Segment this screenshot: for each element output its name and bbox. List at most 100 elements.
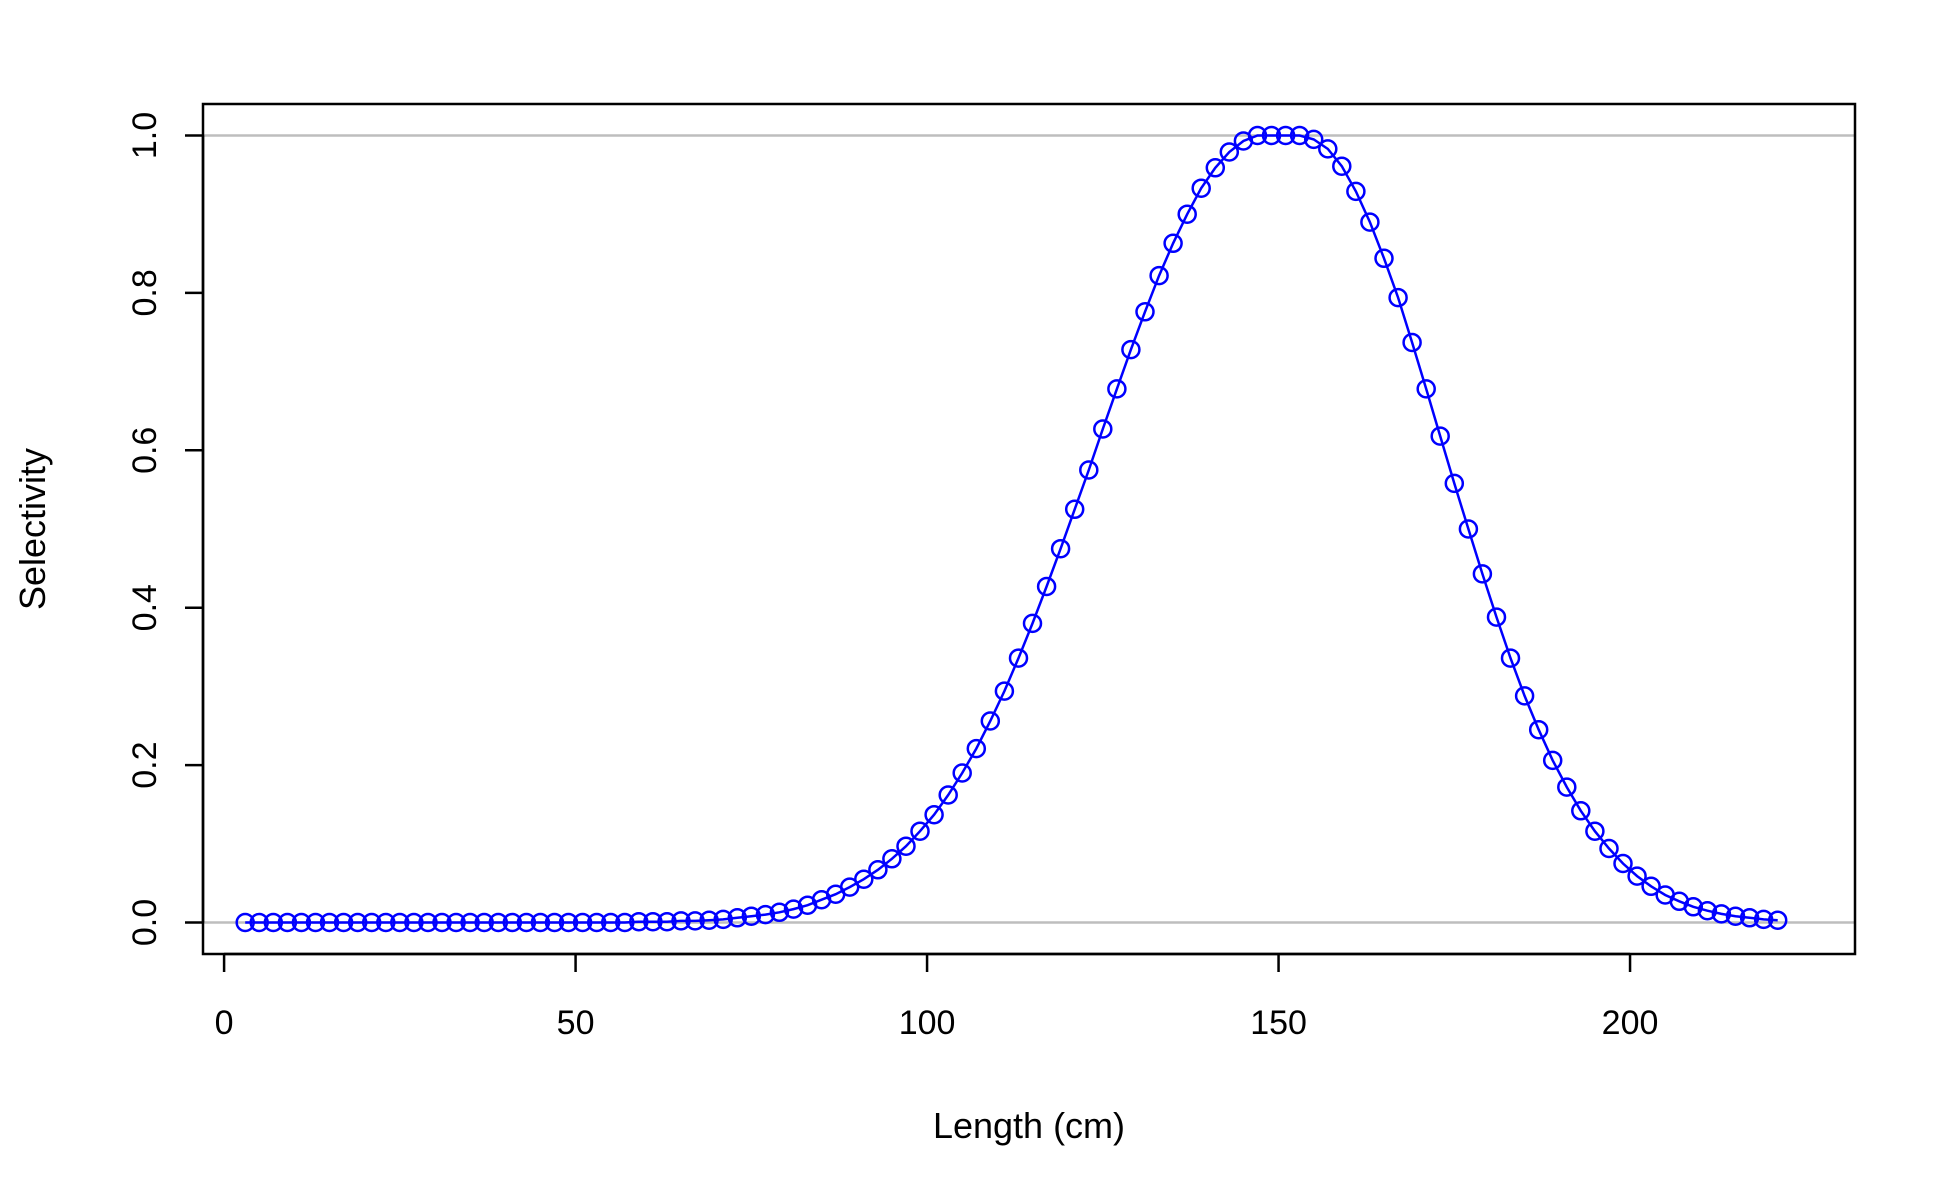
data-point xyxy=(1416,379,1436,399)
data-point xyxy=(1753,909,1774,930)
data-point xyxy=(980,711,1001,731)
data-point xyxy=(1683,897,1704,917)
y-tick-label: 0.6 xyxy=(126,427,164,474)
data-point xyxy=(741,906,762,926)
data-point xyxy=(643,911,663,932)
data-point xyxy=(1542,750,1563,771)
data-point xyxy=(305,912,326,933)
data-point xyxy=(657,911,677,932)
data-point xyxy=(1585,821,1605,841)
x-axis-title: Length (cm) xyxy=(933,1105,1125,1146)
data-point xyxy=(896,836,916,856)
data-point xyxy=(1163,233,1183,254)
data-point xyxy=(235,912,255,933)
data-point xyxy=(1472,564,1493,584)
data-point xyxy=(783,899,804,919)
data-point xyxy=(1528,719,1549,740)
y-tick-label: 0.2 xyxy=(126,741,164,788)
data-point xyxy=(474,912,494,933)
data-point xyxy=(1107,379,1127,399)
data-point xyxy=(1486,607,1507,627)
data-point xyxy=(1149,265,1169,286)
data-point xyxy=(1725,906,1746,926)
data-point xyxy=(629,911,649,932)
data-point xyxy=(1093,419,1113,439)
data-point xyxy=(1444,473,1465,494)
x-tick-label: 100 xyxy=(899,1004,956,1042)
data-point xyxy=(1219,142,1240,162)
y-axis: 0.0 0.2 0.4 0.6 0.8 1.0 xyxy=(126,112,205,946)
data-point xyxy=(966,738,987,759)
data-point xyxy=(727,908,748,928)
y-tick-label: 0.8 xyxy=(126,269,164,316)
x-tick-label: 200 xyxy=(1602,1004,1659,1042)
data-point xyxy=(1022,613,1043,634)
data-point xyxy=(572,912,593,933)
data-point xyxy=(1374,248,1394,269)
data-point xyxy=(361,912,382,933)
data-point xyxy=(319,912,340,933)
y-tick-label: 0.4 xyxy=(126,584,164,631)
data-point xyxy=(600,912,621,933)
x-tick-label: 50 xyxy=(557,1004,595,1042)
data-point xyxy=(1697,900,1718,921)
data-point xyxy=(1458,519,1479,539)
data-point xyxy=(910,821,930,841)
data-point xyxy=(1261,125,1282,146)
x-tick-label: 0 xyxy=(215,1004,234,1042)
data-point xyxy=(868,860,888,880)
data-point xyxy=(1627,866,1647,886)
data-point xyxy=(1514,686,1535,706)
y-axis-title: Selectivity xyxy=(12,448,53,610)
selectivity-line xyxy=(245,134,1778,924)
data-point xyxy=(1135,302,1155,322)
data-point xyxy=(586,912,607,933)
data-point xyxy=(1247,125,1268,146)
data-point xyxy=(404,912,424,933)
data-point xyxy=(1332,156,1352,176)
data-point xyxy=(1571,801,1591,821)
data-point xyxy=(1275,125,1296,146)
data-point xyxy=(488,912,509,933)
data-point xyxy=(1050,538,1071,559)
series-points-group xyxy=(235,125,1788,933)
data-point xyxy=(1613,853,1633,874)
data-point xyxy=(530,912,551,933)
data-point xyxy=(1191,178,1211,198)
data-point xyxy=(502,912,523,933)
data-point xyxy=(390,912,410,933)
data-point xyxy=(249,912,269,933)
data-point xyxy=(1500,648,1521,668)
series-line-group xyxy=(245,134,1778,924)
data-point xyxy=(460,912,480,933)
data-point xyxy=(1205,158,1226,178)
data-point xyxy=(418,912,438,933)
data-point xyxy=(1599,838,1619,859)
data-point xyxy=(1641,876,1661,897)
data-point xyxy=(938,785,958,805)
data-point xyxy=(713,909,733,930)
data-point xyxy=(291,912,312,933)
data-point xyxy=(432,912,452,933)
data-point xyxy=(755,904,776,925)
data-point xyxy=(1711,904,1732,924)
data-point xyxy=(347,912,368,933)
data-point xyxy=(1767,910,1788,930)
data-point xyxy=(1388,287,1408,308)
data-point xyxy=(994,681,1015,701)
data-point xyxy=(544,912,565,933)
x-axis: 0 50 100 150 200 xyxy=(215,952,1659,1042)
data-point xyxy=(924,804,944,825)
data-point xyxy=(263,912,284,933)
data-point xyxy=(1064,499,1085,520)
data-point xyxy=(1303,129,1324,150)
data-point xyxy=(685,911,705,931)
data-point xyxy=(1008,648,1029,668)
data-point xyxy=(882,849,902,869)
data-point xyxy=(1121,339,1141,360)
data-point xyxy=(333,912,354,933)
data-point xyxy=(1346,181,1366,202)
data-point xyxy=(1036,576,1057,597)
